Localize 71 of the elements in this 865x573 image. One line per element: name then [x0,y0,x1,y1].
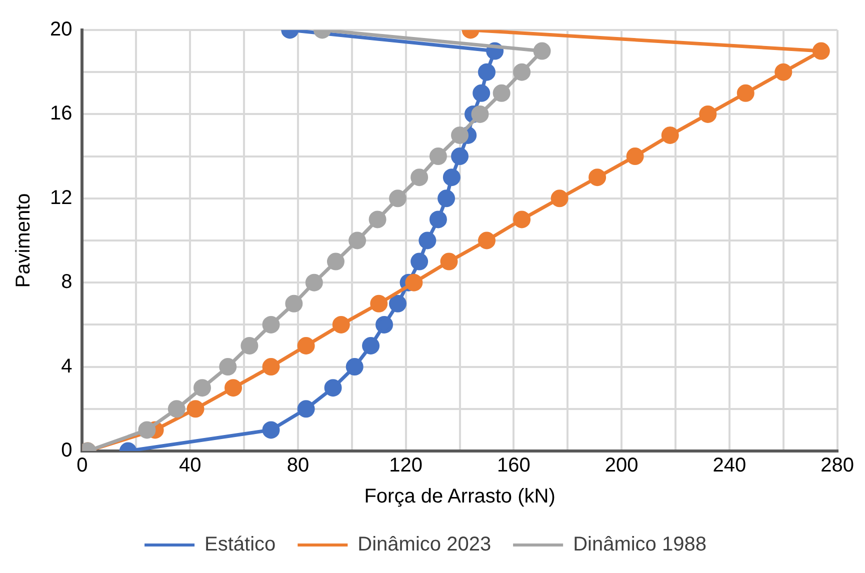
point [418,232,436,250]
point [410,168,428,186]
x-tick-label: 0 [76,454,88,477]
point [219,358,237,376]
y-tick-label: 4 [61,355,72,378]
point [389,294,407,312]
legend-label: Dinâmico 2023 [358,534,492,556]
x-tick-label: 120 [389,454,423,477]
legend-label: Dinâmico 1988 [573,534,706,556]
point [451,148,469,166]
point [370,294,388,312]
point [429,148,447,166]
point [262,358,280,376]
point [699,105,717,123]
point [168,400,186,418]
point [389,190,407,208]
x-tick-label: 280 [820,454,854,477]
point [376,316,394,334]
point [297,337,315,354]
point [405,274,423,292]
point [626,148,644,166]
point [451,126,469,144]
point [368,210,386,228]
point [326,252,344,270]
point [471,105,489,123]
point [588,168,606,186]
point [332,316,350,334]
y-tick-label: 0 [61,440,72,462]
point [513,63,531,81]
point [533,42,551,60]
point [297,400,315,418]
point [472,84,490,102]
legend-label: Estático [204,534,276,556]
point [812,42,830,60]
x-axis-title: Força de Arrasto (kN) [364,486,556,508]
point [348,232,366,250]
x-tick-label: 160 [497,454,530,477]
y-tick-label: 12 [50,186,72,209]
point [346,358,364,376]
point [661,126,679,144]
point [429,210,447,228]
point [478,63,496,81]
point [285,294,303,312]
point [305,274,323,292]
point [262,421,280,439]
y-tick-label: 20 [50,18,72,41]
point [513,210,531,228]
point [492,84,510,102]
y-axis-title: Pavimento [12,193,35,288]
point [736,84,754,102]
y-tick-label: 16 [50,102,72,125]
x-tick-label: 240 [712,454,746,477]
point [478,232,496,250]
point [774,63,792,81]
point [186,400,204,418]
point [410,252,428,270]
y-tick-label: 8 [61,271,72,294]
point [262,316,280,334]
point [442,168,460,186]
point [240,337,258,354]
x-tick-label: 40 [178,454,202,477]
x-tick-label: 80 [286,454,310,477]
point [440,252,458,270]
x-tick-label: 200 [604,454,638,477]
point [362,337,380,354]
point [138,421,156,439]
point [324,379,342,397]
point [550,190,568,208]
point [438,190,456,208]
point [194,379,211,397]
point [224,379,242,397]
